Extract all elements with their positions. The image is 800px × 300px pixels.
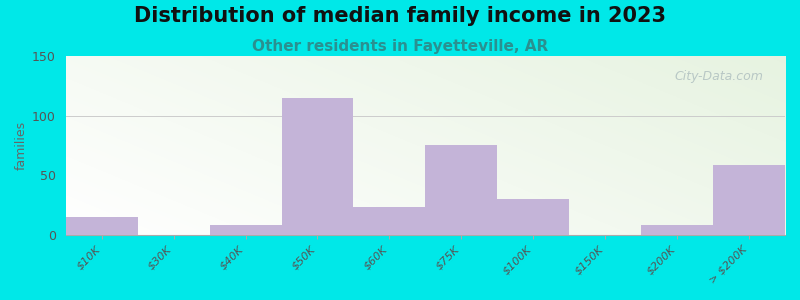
Bar <box>641 225 713 235</box>
Bar <box>426 145 498 235</box>
Text: Distribution of median family income in 2023: Distribution of median family income in … <box>134 6 666 26</box>
Bar <box>66 217 138 235</box>
Text: Other residents in Fayetteville, AR: Other residents in Fayetteville, AR <box>252 39 548 54</box>
Bar <box>210 225 282 235</box>
Bar <box>713 166 785 235</box>
Bar <box>354 207 426 235</box>
Bar <box>498 199 570 235</box>
Text: City-Data.com: City-Data.com <box>674 70 763 83</box>
Y-axis label: families: families <box>15 121 28 170</box>
Bar <box>282 98 354 235</box>
